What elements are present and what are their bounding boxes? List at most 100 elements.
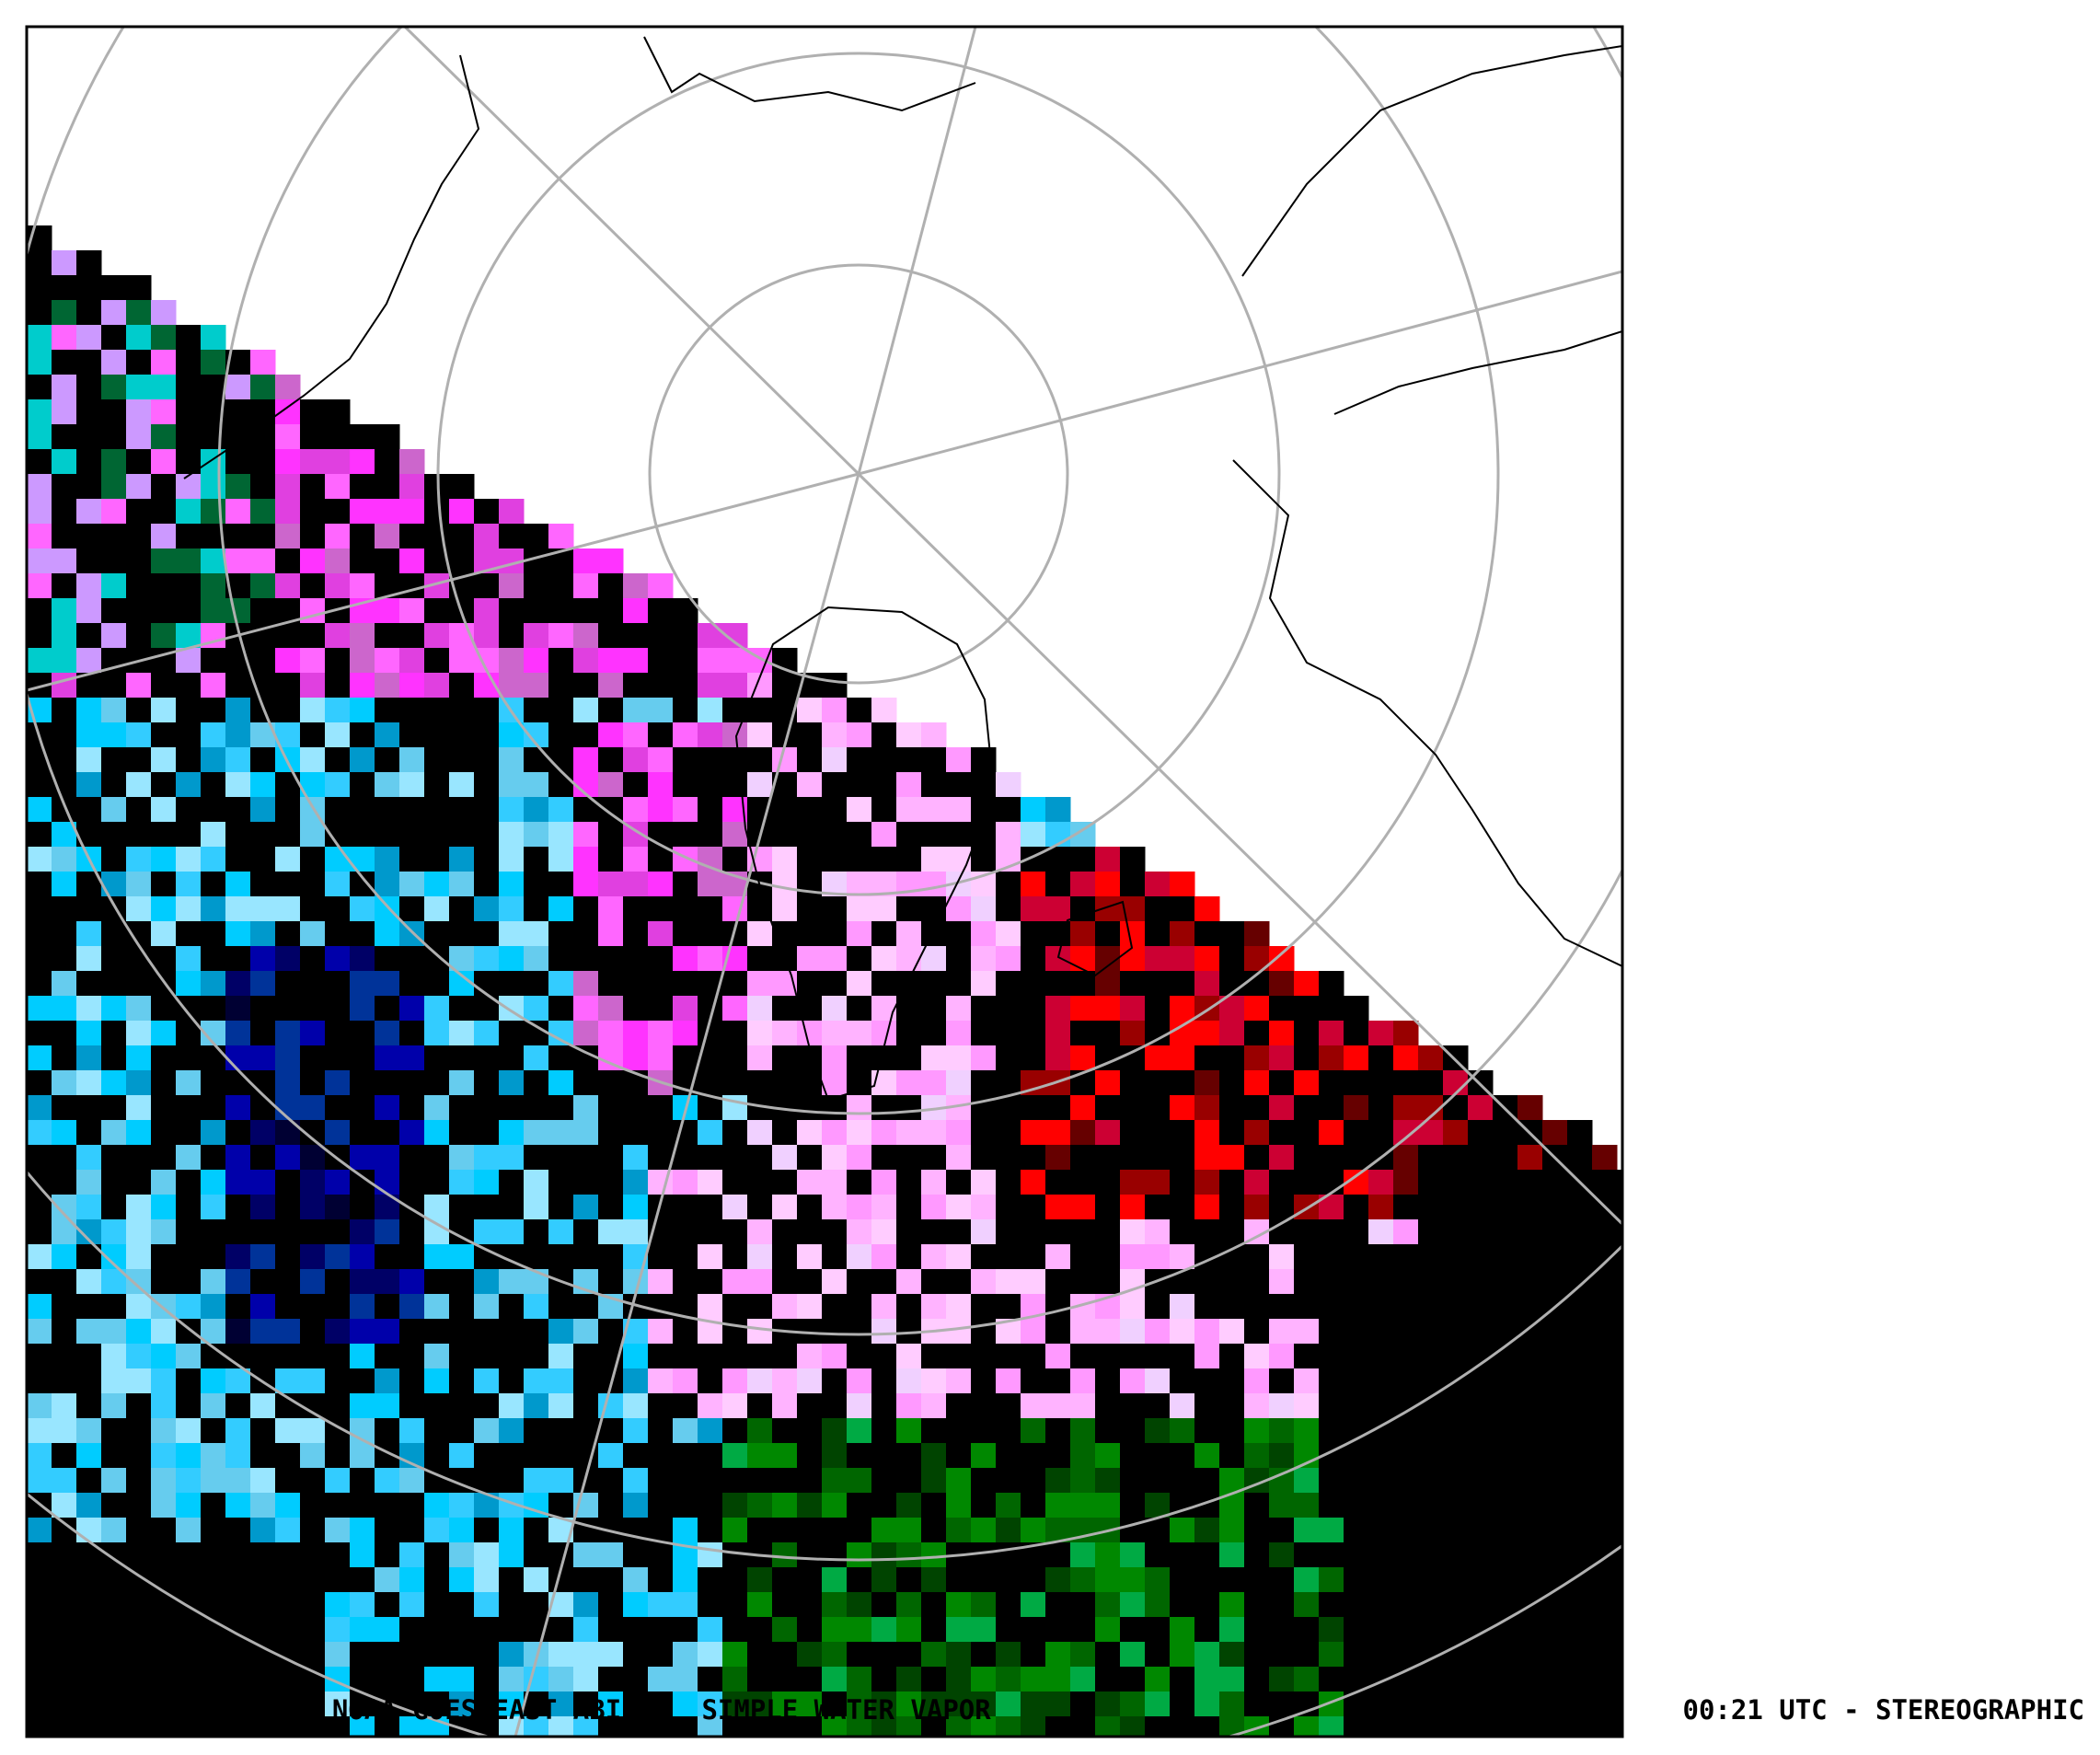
imagery-pixel bbox=[27, 1170, 52, 1195]
imagery-pixel bbox=[1592, 1368, 1618, 1394]
imagery-pixel bbox=[1170, 1120, 1195, 1146]
imagery-pixel bbox=[76, 1468, 102, 1494]
imagery-pixel bbox=[449, 1021, 475, 1046]
imagery-pixel bbox=[126, 1518, 152, 1543]
imagery-pixel bbox=[250, 449, 276, 475]
imagery-pixel bbox=[499, 1021, 525, 1046]
imagery-pixel bbox=[151, 1393, 177, 1419]
imagery-pixel bbox=[126, 822, 152, 848]
imagery-pixel bbox=[101, 1468, 127, 1494]
imagery-pixel bbox=[1443, 1493, 1469, 1518]
imagery-pixel bbox=[101, 573, 127, 599]
imagery-pixel bbox=[126, 722, 152, 748]
imagery-pixel bbox=[275, 1493, 301, 1518]
imagery-pixel bbox=[1617, 1443, 1622, 1469]
imagery-pixel bbox=[1294, 1269, 1320, 1295]
imagery-pixel bbox=[399, 971, 425, 997]
imagery-pixel bbox=[847, 1393, 872, 1419]
imagery-pixel bbox=[797, 1269, 823, 1295]
imagery-pixel bbox=[822, 1045, 848, 1071]
imagery-pixel bbox=[399, 921, 425, 947]
imagery-pixel bbox=[747, 747, 773, 773]
imagery-pixel bbox=[76, 1120, 102, 1146]
imagery-pixel bbox=[896, 772, 922, 798]
imagery-pixel bbox=[772, 1244, 798, 1270]
imagery-pixel bbox=[797, 1070, 823, 1096]
imagery-pixel bbox=[1542, 1368, 1568, 1394]
imagery-pixel bbox=[1120, 1244, 1146, 1270]
imagery-pixel bbox=[623, 1667, 649, 1692]
imagery-pixel bbox=[474, 896, 500, 922]
imagery-pixel bbox=[176, 1443, 202, 1469]
imagery-pixel bbox=[1021, 1319, 1046, 1345]
imagery-pixel bbox=[27, 1195, 52, 1220]
imagery-pixel bbox=[201, 722, 226, 748]
imagery-pixel bbox=[76, 1045, 102, 1071]
imagery-pixel bbox=[722, 1368, 748, 1394]
imagery-pixel bbox=[871, 822, 897, 848]
imagery-pixel bbox=[1567, 1418, 1593, 1444]
imagery-pixel bbox=[573, 1294, 599, 1320]
imagery-pixel bbox=[598, 1493, 624, 1518]
imagery-pixel bbox=[921, 797, 947, 823]
imagery-pixel bbox=[300, 449, 326, 475]
imagery-pixel bbox=[896, 722, 922, 748]
imagery-pixel bbox=[623, 1045, 649, 1071]
imagery-pixel bbox=[1045, 1468, 1071, 1494]
imagery-pixel bbox=[126, 971, 152, 997]
imagery-pixel bbox=[399, 1468, 425, 1494]
imagery-pixel bbox=[201, 772, 226, 798]
imagery-pixel bbox=[76, 1443, 102, 1469]
imagery-pixel bbox=[300, 971, 326, 997]
imagery-pixel bbox=[151, 722, 177, 748]
imagery-pixel bbox=[176, 1617, 202, 1643]
imagery-pixel bbox=[921, 1518, 947, 1543]
imagery-pixel bbox=[1021, 797, 1046, 823]
imagery-pixel bbox=[822, 1667, 848, 1692]
imagery-pixel bbox=[424, 1518, 450, 1543]
imagery-pixel bbox=[424, 673, 450, 699]
imagery-pixel bbox=[499, 1468, 525, 1494]
imagery-pixel bbox=[1194, 1219, 1220, 1245]
imagery-pixel bbox=[250, 797, 276, 823]
imagery-pixel bbox=[1070, 1269, 1096, 1295]
imagery-pixel bbox=[847, 797, 872, 823]
imagery-pixel bbox=[126, 1443, 152, 1469]
imagery-pixel bbox=[896, 1120, 922, 1146]
imagery-pixel bbox=[325, 548, 351, 574]
imagery-pixel bbox=[573, 1642, 599, 1668]
imagery-pixel bbox=[1567, 1617, 1593, 1643]
imagery-pixel bbox=[1294, 1716, 1320, 1737]
imagery-pixel bbox=[548, 1120, 574, 1146]
imagery-pixel bbox=[1393, 1716, 1419, 1737]
imagery-pixel bbox=[871, 1567, 897, 1593]
imagery-pixel bbox=[1170, 1617, 1195, 1643]
imagery-pixel bbox=[350, 1095, 375, 1121]
imagery-pixel bbox=[598, 648, 624, 674]
meridian bbox=[857, 472, 1622, 1226]
imagery-pixel bbox=[996, 1269, 1021, 1295]
imagery-pixel bbox=[275, 896, 301, 922]
imagery-pixel bbox=[250, 424, 276, 450]
imagery-pixel bbox=[225, 1244, 251, 1270]
imagery-pixel bbox=[896, 847, 922, 872]
imagery-pixel bbox=[375, 896, 400, 922]
imagery-pixel bbox=[524, 1567, 549, 1593]
imagery-pixel bbox=[375, 1244, 400, 1270]
imagery-pixel bbox=[1443, 1070, 1469, 1096]
imagery-pixel bbox=[474, 1021, 500, 1046]
imagery-pixel bbox=[176, 350, 202, 375]
imagery-pixel bbox=[921, 1468, 947, 1494]
imagery-pixel bbox=[176, 598, 202, 624]
imagery-pixel bbox=[101, 1120, 127, 1146]
imagery-pixel bbox=[1617, 1468, 1622, 1494]
imagery-pixel bbox=[1443, 1542, 1469, 1568]
imagery-pixel bbox=[1418, 1542, 1444, 1568]
imagery-pixel bbox=[1418, 1716, 1444, 1737]
imagery-pixel bbox=[871, 1542, 897, 1568]
imagery-pixel bbox=[275, 648, 301, 674]
imagery-pixel bbox=[1244, 1418, 1270, 1444]
imagery-pixel bbox=[350, 1592, 375, 1618]
imagery-pixel bbox=[375, 1493, 400, 1518]
imagery-pixel bbox=[747, 1170, 773, 1195]
